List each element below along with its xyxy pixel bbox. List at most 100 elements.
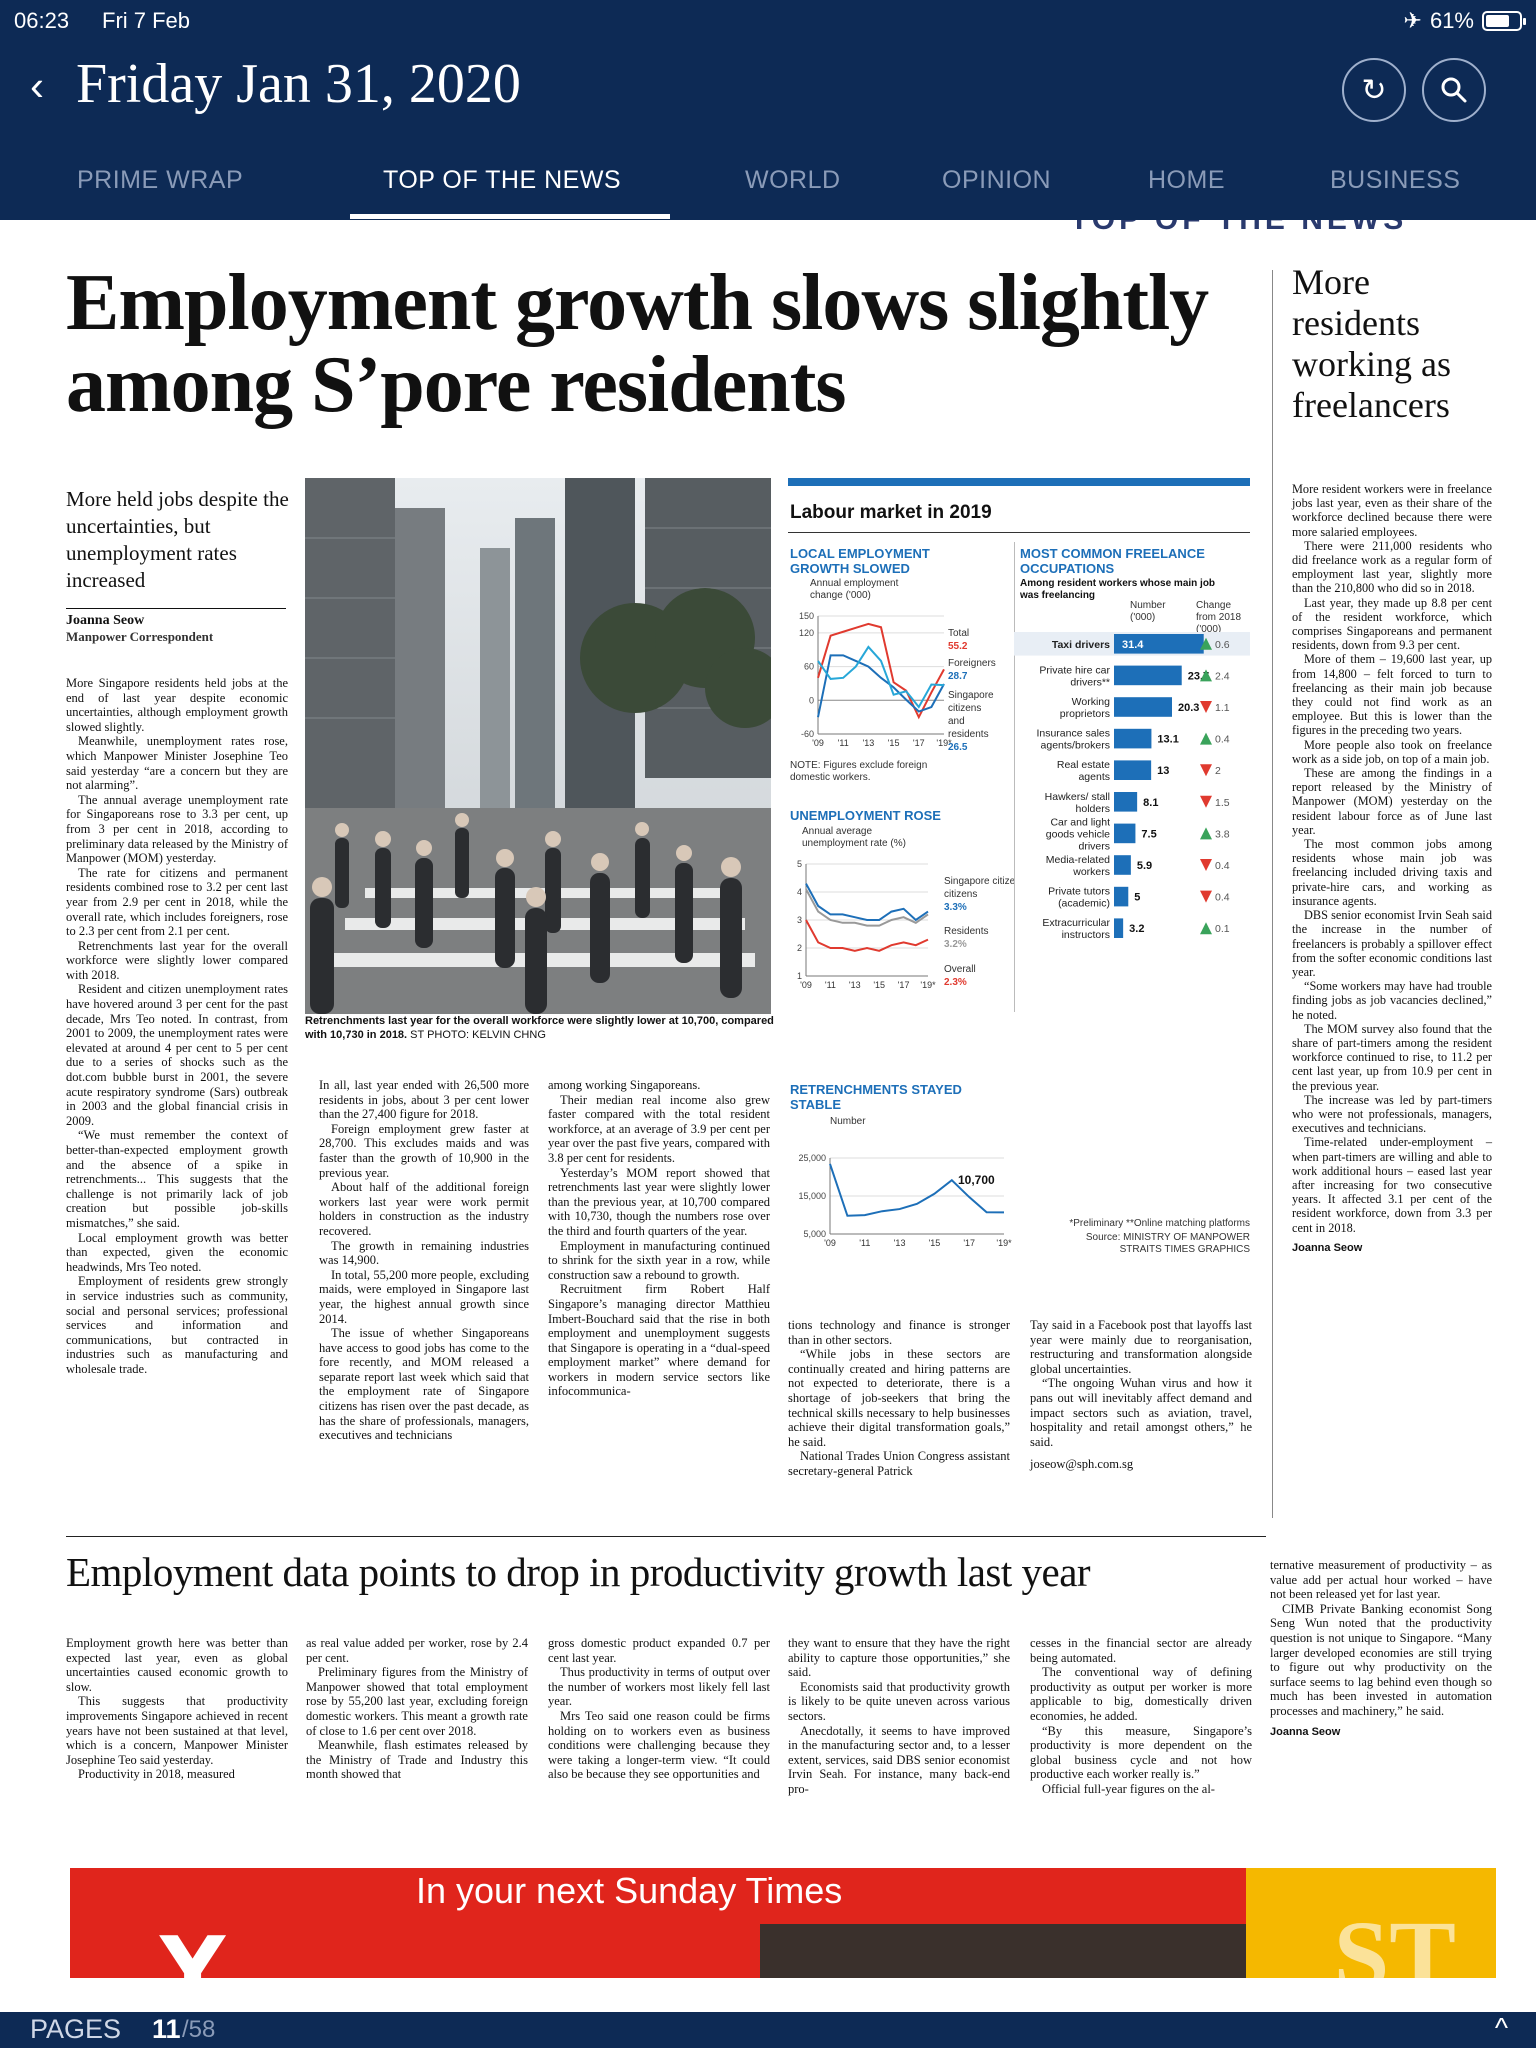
paragraph: “While jobs in these sectors are continu… (788, 1347, 1010, 1449)
x-tick-label: '13 (849, 980, 861, 990)
sunday-times-logo: ST (1333, 1900, 1456, 1978)
page-footer: PAGES 11 /58 ^ (0, 2012, 1536, 2048)
sunday-times-ad[interactable]: In your next Sunday Times Y ST (70, 1868, 1496, 1978)
retrenchment-line-chart: 25,000 15,000 5,000'09 '11 '13 '15 '17 '19* 10,7… (798, 1153, 1012, 1248)
paragraph: “The ongoing Wuhan virus and how it pans… (1030, 1376, 1252, 1449)
bar (1114, 918, 1124, 938)
paragraph: Meanwhile, unemployment rates rose, whic… (66, 734, 288, 793)
battery-icon (1482, 11, 1526, 31)
paragraph: The annual average unemployment rate for… (66, 792, 288, 866)
category-label: Private hire car (1039, 664, 1110, 676)
change-down-icon (1200, 890, 1212, 903)
bar-value-label: 20.3 (1178, 702, 1199, 714)
ad-logo-panel: ST (1246, 1868, 1496, 1978)
category-label: (academic) (1058, 898, 1110, 910)
y-tick-label: 25,000 (798, 1153, 826, 1163)
status-right: ✈ 61% (1404, 8, 1526, 34)
change-label: 1.5 (1215, 797, 1230, 809)
back-chevron-icon[interactable]: ‹ (30, 62, 44, 109)
paragraph: More Singapore residents held jobs at th… (66, 676, 288, 734)
category-label: Media-related (1046, 854, 1110, 866)
change-label: 0.4 (1215, 892, 1230, 904)
y-tick-label: 15,000 (798, 1191, 826, 1201)
paragraph: Recruitment firm Robert Half Singapore’s… (548, 1282, 770, 1399)
category-label: Extracurricular (1042, 917, 1110, 929)
x-tick-label: '09 (800, 980, 812, 990)
series-line-2 (817, 654, 945, 718)
paragraph: The growth in remaining industries was 1… (319, 1238, 529, 1268)
paragraph: More of them – 19,600 last year, up from… (1292, 652, 1492, 738)
category-label: instructors (1062, 929, 1110, 941)
paragraph: Their median real income also grew faste… (548, 1092, 770, 1165)
unemployment-line-chart: 5 4 3 2 1'09 '11 '13 '15 '17 '19* Singapore citize… (797, 859, 1014, 990)
chevron-up-icon[interactable]: ^ (1494, 2012, 1508, 2043)
x-tick-label: '11 (838, 738, 849, 748)
category-label: Car and light (1050, 816, 1110, 828)
category-label: Real estate (1057, 759, 1110, 771)
infographic-top-rule (788, 478, 1250, 486)
tab-prime-wrap[interactable]: PRIME WRAP (77, 166, 244, 194)
article2-column-4: they want to ensure that they have the r… (788, 1636, 1010, 1797)
x-tick-label: '13 (863, 738, 875, 748)
tab-home[interactable]: HOME (1148, 166, 1225, 194)
paragraph: Preliminary figures from the Ministry of… (306, 1665, 528, 1738)
y-tick-label: 60 (804, 662, 814, 672)
freelance-footnote: *Preliminary **Online matching platforms (1069, 1218, 1250, 1229)
search-button[interactable] (1422, 58, 1486, 122)
paragraph: Employment growth here was better than e… (66, 1636, 288, 1694)
ad-text: In your next Sunday Times (416, 1870, 843, 1911)
paragraph: In total, 55,200 more people, excluding … (319, 1267, 529, 1326)
category-label: Private tutors (1048, 886, 1110, 898)
paragraph: Anecdotally, it seems to have improved i… (788, 1723, 1010, 1796)
bar (1114, 886, 1129, 907)
legend-label: and (948, 716, 965, 727)
tab-opinion[interactable]: OPINION (942, 166, 1052, 194)
photo-credit: ST PHOTO: KELVIN CHNG (407, 1029, 546, 1041)
article2-column-3: gross domestic product expanded 0.7 per … (548, 1636, 770, 1782)
battery-percent: 61% (1429, 8, 1474, 33)
change-up-icon (1200, 827, 1212, 840)
article-column-3: among working Singaporeans. Their median… (548, 1078, 770, 1399)
paragraph: There were 211,000 residents who did fre… (1292, 538, 1492, 596)
bar (1114, 855, 1131, 875)
category-label: Taxi drivers (1052, 639, 1110, 651)
paragraph: they want to ensure that they have the r… (788, 1636, 1010, 1680)
total-pages: /58 (182, 2016, 216, 2043)
change-up-icon (1200, 637, 1212, 650)
paragraph: tions technology and finance is stronger… (788, 1318, 1010, 1347)
newspaper-page[interactable]: TOP OF THE NEWS Employment growth slows … (0, 220, 1536, 2012)
paragraph: Employment of residents grew strongly in… (66, 1274, 288, 1376)
current-page[interactable]: 11 (152, 2014, 181, 2044)
status-time: 06:23 (14, 8, 70, 33)
category-label: drivers** (1070, 676, 1110, 688)
photo-caption: Retrenchments last year for the overall … (305, 1014, 775, 1042)
tab-world[interactable]: WORLD (745, 166, 841, 194)
paragraph: The rate for citizens and permanent resi… (66, 865, 288, 939)
sidebar-sign: Joanna Seow (1292, 1241, 1363, 1254)
edition-date-title[interactable]: Friday Jan 31, 2020 (76, 53, 521, 115)
paragraph: Yesterday’s MOM report showed that retre… (548, 1165, 770, 1238)
x-tick-label: '15 (873, 980, 885, 990)
legend-label: Singapore (948, 690, 994, 701)
app-header: 06:23 Fri 7 Feb ✈ 61% ‹ Friday Jan 31, 2… (0, 0, 1536, 220)
y-tick-label: 150 (799, 611, 814, 621)
paragraph: gross domestic product expanded 0.7 per … (548, 1636, 770, 1665)
infographic-title: Labour market in 2019 (790, 502, 992, 523)
freelance-chart-subtitle: Among resident workers whose main job wa… (1020, 578, 1216, 601)
paragraph: Productivity in 2018, measured (78, 1767, 235, 1782)
growth-note: NOTE: Figures exclude foreign domestic w… (790, 760, 928, 783)
change-label: 0.6 (1215, 639, 1230, 651)
tab-top-of-the-news[interactable]: TOP OF THE NEWS (383, 166, 622, 194)
y-tick-label: 2 (797, 943, 802, 953)
infographic-title-rule (788, 532, 1250, 533)
bar (1114, 697, 1172, 717)
change-down-icon (1200, 701, 1212, 713)
tab-business[interactable]: BUSINESS (1330, 166, 1461, 194)
unemployment-chart-unit: Annual average unemployment rate (%) (802, 826, 906, 849)
refresh-button[interactable]: ↻ (1342, 58, 1406, 122)
change-down-icon (1200, 859, 1212, 871)
legend-label: 28.7 (948, 671, 968, 682)
legend-label: 26.5 (948, 742, 968, 753)
bar (1114, 792, 1138, 812)
article2-headline: Employment data points to drop in produc… (66, 1549, 1091, 1595)
